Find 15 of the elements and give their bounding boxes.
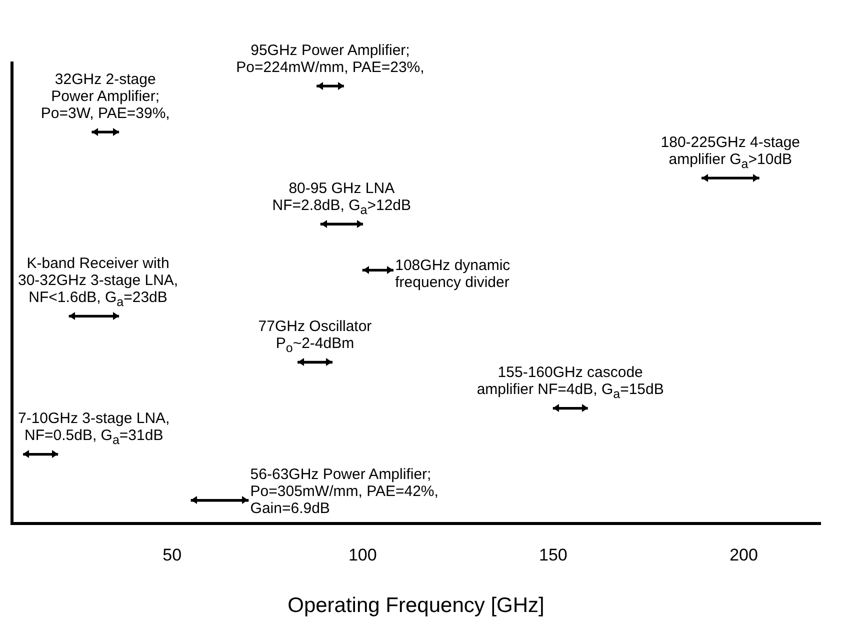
annotation: 7-10GHz 3-stage LNA, NF=0.5dB, G$_{a}$=31dB [16, 410, 171, 450]
annotation: 108GHz dynamic frequency divider [395, 257, 512, 292]
x-tick-label: 50 [162, 545, 182, 564]
annotation: 95GHz Power Amplifier; Po=224mW/mm, PAE=23%, [235, 42, 426, 76]
x-tick-label: 200 [730, 545, 758, 564]
annotation: 32GHz 2-stage Power Amplifier; Po=3W, PAE=39%, [40, 71, 171, 122]
x-tick-label: 100 [348, 545, 377, 564]
annotation: 180-225GHz 4-stage amplifier G$_{a}$>10dB [660, 134, 802, 174]
annotation: K-band Receiver with 30-32GHz 3-stage LNA, NF<1.6dB, G$_{a}$=23dB [17, 255, 180, 312]
annotation: 80-95 GHz LNA NF=2.8dB, G$_{a}$>12dB [271, 180, 412, 220]
annotation: 155-160GHz cascode amplifier NF=4dB, G$_{a}$=15dB [476, 364, 665, 404]
annotation: 56-63GHz Power Amplifier; Po=305mW/mm, PAE=42%, Gain=6.9dB [250, 466, 440, 518]
x-axis-title: Operating Frequency [GHz] [288, 594, 544, 618]
x-tick-label: 150 [539, 545, 568, 564]
annotation: 77GHz Oscillator P$_{o}$~2-4dBm [257, 318, 373, 358]
